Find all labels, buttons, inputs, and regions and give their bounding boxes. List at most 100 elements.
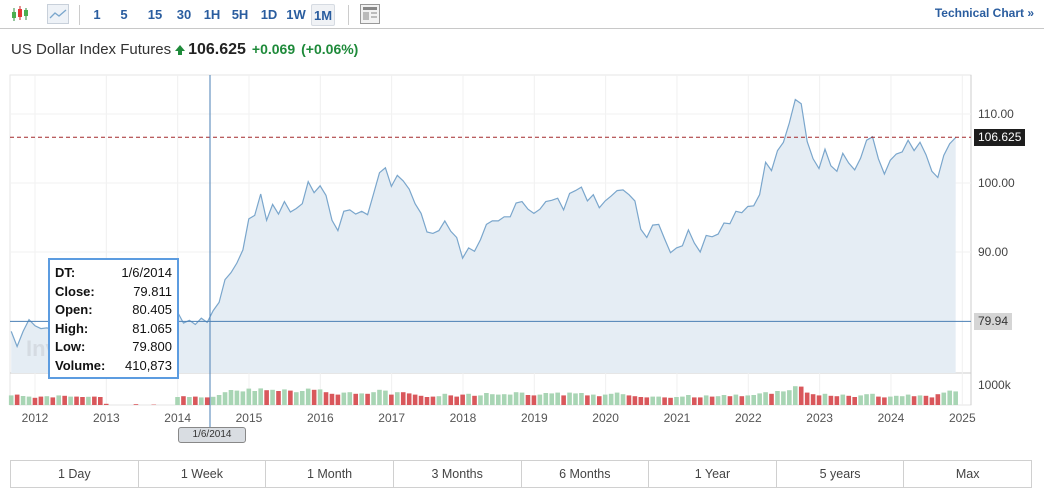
volume-bar: [816, 395, 822, 405]
volume-bar: [662, 397, 667, 405]
range-button[interactable]: 5 years: [777, 461, 905, 487]
price-chart[interactable]: 2012 2013 2014 2015 2016 2017 2018 2019 2020 2021…: [0, 0, 1044, 455]
tooltip-key: DT:: [55, 265, 76, 280]
volume-bar: [335, 394, 341, 405]
line-chart-icon[interactable]: [47, 4, 69, 24]
volume-bar: [353, 393, 359, 405]
price-change-percent: (+0.06%): [301, 41, 359, 57]
range-selector: 1 Day 1 Week 1 Month 3 Months 6 Months 1 Year…: [10, 460, 1032, 488]
x-tick-label: 2015: [236, 411, 263, 425]
interval-1W[interactable]: 1W: [286, 7, 306, 22]
volume-bar: [299, 391, 305, 405]
volume-bar: [323, 392, 329, 405]
volume-bar: [929, 397, 935, 405]
range-button[interactable]: 6 Months: [522, 461, 650, 487]
volume-bar: [442, 393, 448, 405]
volume-bar: [454, 396, 459, 405]
volume-bar: [935, 394, 941, 405]
crosshair-date-label: 1/6/2014: [178, 427, 246, 443]
volume-bar: [828, 395, 834, 405]
tooltip-row: Close: 79.811: [55, 283, 172, 302]
volume-bar: [210, 396, 216, 405]
volume-bar: [288, 390, 293, 405]
volume-bar: [549, 393, 555, 405]
interval-5[interactable]: 5: [120, 7, 128, 22]
volume-bar: [311, 389, 317, 405]
tooltip-row: Open: 80.405: [55, 301, 172, 320]
y-tick-label: 110.00: [978, 107, 1014, 121]
volume-bar: [187, 397, 192, 405]
volume-bar: [412, 394, 418, 405]
volume-bar: [305, 388, 311, 405]
volume-bar: [519, 392, 525, 405]
range-button[interactable]: 1 Day: [11, 461, 139, 487]
volume-bar: [294, 392, 299, 405]
volume-bar: [317, 389, 323, 405]
volume-bar: [686, 395, 691, 405]
volume-bar: [418, 395, 424, 405]
candlestick-chart-icon[interactable]: [11, 4, 31, 24]
interval-1M[interactable]: 1M: [311, 4, 335, 26]
volume-bar: [26, 396, 32, 405]
volume-bar: [38, 396, 44, 405]
range-button[interactable]: 1 Month: [266, 461, 394, 487]
volume-bar: [252, 391, 258, 405]
technical-chart-link[interactable]: Technical Chart »: [934, 6, 1034, 20]
volume-bar: [692, 397, 697, 405]
price-change: +0.069: [251, 41, 296, 57]
volume-bar: [846, 395, 852, 405]
range-button[interactable]: Max: [955, 467, 980, 481]
x-tick-label: 2017: [378, 411, 405, 425]
volume-bar: [620, 394, 626, 405]
tooltip-key: Close:: [55, 283, 95, 299]
volume-bar: [864, 394, 869, 405]
volume-bar: [216, 395, 222, 405]
volume-bar: [389, 394, 394, 405]
volume-bar: [882, 397, 887, 405]
volume-bar: [840, 394, 846, 405]
tooltip-row: Low: 79.800: [55, 338, 172, 357]
volume-bar: [852, 397, 857, 405]
volume-bar: [567, 392, 572, 405]
volume-bar: [68, 396, 73, 405]
volume-bar: [697, 397, 703, 405]
interval-1[interactable]: 1: [93, 7, 101, 22]
interval-30[interactable]: 30: [176, 7, 192, 22]
tooltip-row: Volume: 410,873: [55, 357, 172, 376]
table-view-icon[interactable]: [360, 4, 380, 24]
volume-bar: [282, 389, 287, 405]
volume-bar: [739, 396, 745, 405]
volume-bar: [258, 388, 263, 405]
volume-bar: [240, 391, 246, 405]
x-tick-label: 2023: [806, 411, 833, 425]
volume-bar: [181, 396, 186, 405]
volume-bar: [804, 392, 810, 405]
range-button[interactable]: 1 Year: [649, 461, 777, 487]
volume-bar: [8, 395, 14, 405]
interval-5H[interactable]: 5H: [231, 7, 249, 22]
price-area-fill: [11, 99, 956, 373]
interval-1H[interactable]: 1H: [203, 7, 221, 22]
arrow-up-icon: [175, 45, 186, 55]
range-button[interactable]: 3 Months: [394, 461, 522, 487]
volume-bar: [175, 397, 180, 405]
interval-1D[interactable]: 1D: [260, 7, 278, 22]
range-button[interactable]: 1 Week: [139, 461, 267, 487]
y-tick-label: 100.00: [978, 176, 1015, 190]
volume-bar: [329, 393, 335, 405]
interval-15[interactable]: 15: [147, 7, 163, 22]
volume-bar: [674, 397, 679, 405]
volume-bar: [555, 392, 560, 405]
volume-bar: [460, 394, 465, 405]
volume-bar: [222, 392, 228, 405]
x-tick-label: 2014: [164, 411, 191, 425]
volume-bar: [757, 393, 762, 405]
volume-bar: [490, 394, 495, 405]
volume-bar: [798, 386, 804, 405]
volume-bar: [270, 389, 275, 405]
volume-bar: [644, 397, 650, 405]
volume-bar: [656, 396, 661, 405]
volume-bar: [371, 392, 376, 405]
volume-bar: [537, 394, 543, 405]
volume-bar: [86, 396, 91, 405]
